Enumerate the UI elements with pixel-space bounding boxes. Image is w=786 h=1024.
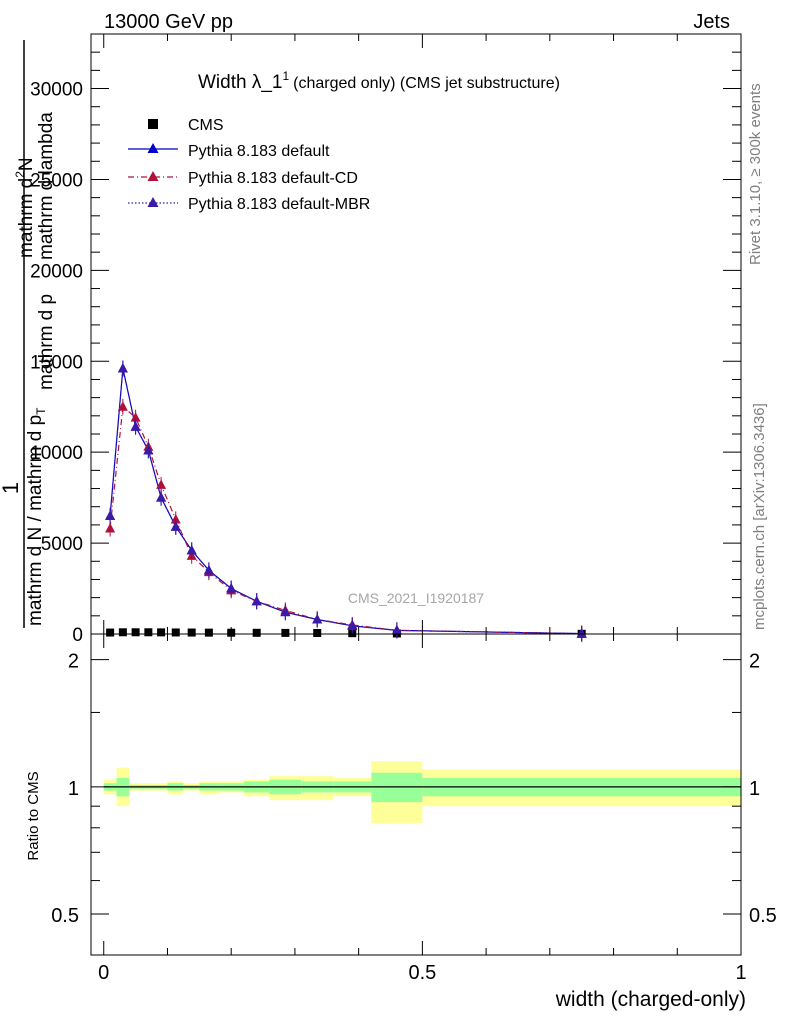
series-point-3 — [251, 595, 262, 606]
legend-label-cd: Pythia 8.183 default-CD — [188, 170, 358, 187]
cms-point — [157, 628, 166, 637]
series-line-2 — [109, 405, 582, 635]
series-point-3 — [186, 544, 197, 555]
cms-point — [118, 628, 127, 637]
ratio-xtick-label: 0.5 — [408, 962, 436, 984]
series-line-1 — [109, 368, 582, 635]
main-ytick-label: 15000 — [30, 352, 83, 373]
series-point-2 — [170, 513, 181, 524]
series-point-3 — [391, 624, 402, 635]
main-ytick-label: 30000 — [30, 80, 83, 101]
ylabel-one: 1 — [0, 482, 23, 494]
cms-point — [131, 628, 140, 637]
ratio-ytick-label: 0.5 — [51, 905, 79, 927]
ratio-bands — [103, 761, 741, 824]
chart-title: Width λ_11 (charged only) (CMS jet substr… — [198, 69, 560, 93]
legend-label-default: Pythia 8.183 default — [188, 143, 330, 160]
cms-point — [281, 628, 290, 637]
rivet-label: Rivet 3.1.10, ≥ 300k events — [747, 83, 764, 265]
legend-label-cms: CMS — [188, 117, 224, 134]
main-ytick-label: 0 — [72, 625, 83, 646]
cms-point — [204, 628, 213, 637]
series-point-3 — [143, 444, 154, 455]
main-series-layer — [105, 360, 587, 642]
main-axes: 0 5000 10000 15000 20000 25000 30000 — [30, 33, 742, 646]
legend-marker-default — [147, 143, 159, 153]
analysis-watermark: CMS_2021_I1920187 — [348, 590, 484, 606]
cms-point — [171, 628, 180, 637]
cms-point — [252, 628, 261, 637]
series-point-2 — [117, 401, 128, 411]
ylabel-numerator-a: mathrm d2N — [13, 157, 37, 258]
main-ytick-label: 5000 — [41, 534, 83, 555]
series-point-3 — [347, 620, 358, 630]
series-point-3 — [170, 521, 181, 531]
series-point-3 — [312, 613, 323, 624]
cms-point — [187, 628, 196, 637]
ratio-ytick-label-right: 1 — [749, 778, 760, 800]
main-ylabel: 1 mathrm d N / mathrm d pT mathrm d2N ma… — [0, 40, 57, 628]
series-point-3 — [156, 492, 167, 502]
ratio-ytick-label-right: 2 — [749, 651, 760, 673]
cms-point — [144, 628, 153, 637]
ylabel-denominator: mathrm d N / mathrm d pT — [25, 407, 48, 626]
ratio-ytick-label: 1 — [68, 778, 79, 800]
ylabel-numerator-c: mathrm d lambda — [36, 112, 57, 260]
x-axis-label: width (charged-only) — [555, 988, 746, 1011]
chart-title-main: Width λ_1 — [198, 72, 282, 93]
series-point-2 — [130, 412, 141, 422]
series-point-3 — [117, 363, 128, 373]
header-energy: 13000 GeV pp — [104, 11, 233, 33]
main-ytick-label: 10000 — [30, 443, 83, 464]
series-point-2 — [105, 523, 116, 533]
ratio-axes: 0.5 0.5 1 1 2 2 0 0.5 1 — [51, 633, 777, 984]
ratio-xtick-label: 1 — [735, 962, 746, 984]
series-point-3 — [105, 510, 116, 520]
series-line-3 — [109, 368, 582, 635]
legend: CMS Pythia 8.183 default Pythia 8.183 de… — [128, 117, 370, 213]
legend-marker-cd — [147, 171, 159, 181]
legend-marker-cms — [148, 119, 158, 129]
header-jets: Jets — [693, 11, 730, 33]
legend-marker-mbr — [147, 197, 159, 207]
series-point-3 — [576, 628, 587, 638]
series-point-3 — [280, 606, 291, 617]
ratio-ylabel: Ratio to CMS — [25, 771, 42, 860]
ratio-ytick-label-right: 0.5 — [749, 905, 777, 927]
legend-label-mbr: Pythia 8.183 default-MBR — [188, 196, 370, 213]
series-point-3 — [203, 564, 214, 575]
cms-point — [313, 629, 322, 637]
series-point-3 — [226, 583, 237, 593]
main-ytick-label: 20000 — [30, 261, 83, 282]
cms-point — [106, 628, 115, 637]
ratio-ytick-label: 2 — [68, 651, 79, 673]
mcplots-label: mcplots.cern.ch [arXiv:1306.3436] — [751, 403, 768, 630]
ylabel-numerator-b: mathrm d p — [36, 294, 57, 390]
series-point-2 — [156, 479, 167, 489]
ratio-xtick-label: 0 — [98, 962, 109, 984]
series-point-3 — [130, 421, 141, 431]
ratio-frame — [90, 633, 742, 956]
main-ytick-label: 25000 — [30, 170, 83, 191]
chart-title-sup: 1 — [282, 69, 289, 83]
chart-title-suffix: (charged only) (CMS jet substructure) — [293, 75, 560, 92]
